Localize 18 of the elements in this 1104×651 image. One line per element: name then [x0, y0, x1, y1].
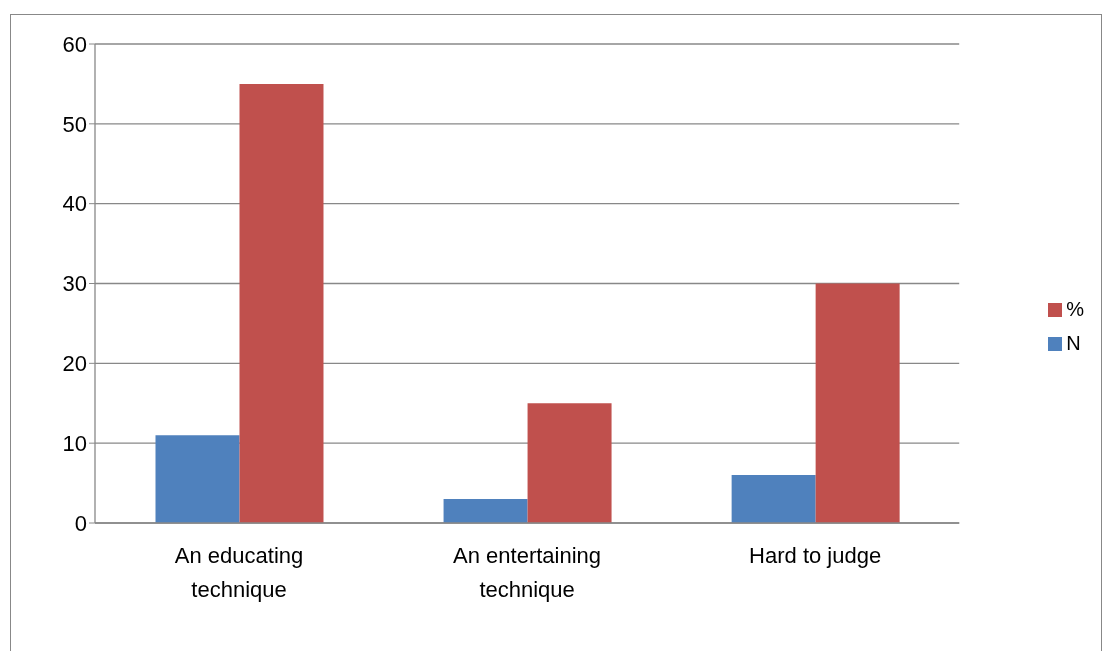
y-tick-label: 60: [62, 31, 87, 57]
bar: [443, 499, 528, 523]
y-tick-label: 10: [62, 430, 87, 456]
bar: [815, 283, 900, 523]
bar: [731, 475, 816, 523]
y-tick-label: 30: [62, 271, 87, 297]
x-tick-label: Hard to judge: [749, 543, 882, 568]
bar: [239, 83, 324, 523]
y-tick-label: 20: [62, 351, 87, 377]
legend-label: %: [1066, 297, 1084, 320]
bar: [527, 403, 612, 523]
y-tick-label: 40: [62, 191, 87, 217]
legend-label: N: [1066, 331, 1081, 354]
x-tick-label: An educating technique: [174, 543, 304, 602]
y-tick-label: 0: [74, 510, 87, 536]
bar: [155, 435, 240, 523]
y-tick-label: 50: [62, 111, 87, 137]
x-tick-label: An entertaining technique: [453, 543, 602, 602]
